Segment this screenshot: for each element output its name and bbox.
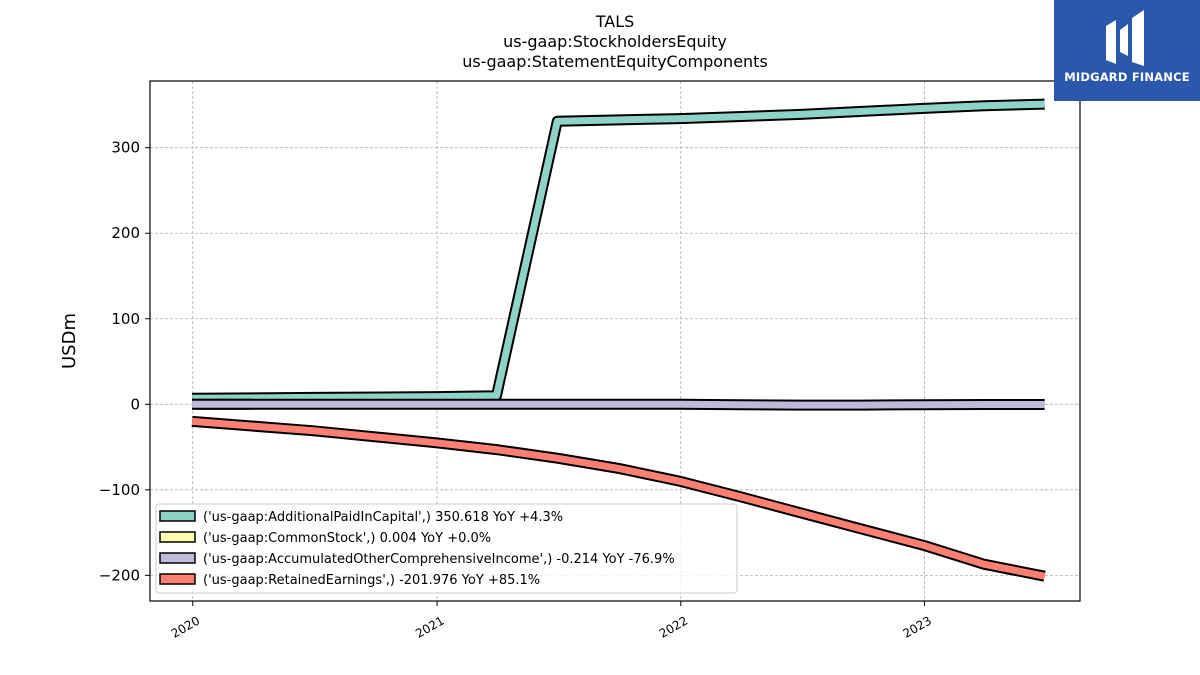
x-tick-label: 2022 bbox=[657, 613, 690, 640]
x-tick-label: 2020 bbox=[169, 613, 202, 640]
plot-frame bbox=[149, 80, 1081, 602]
chart-title: TALSus-gaap:StockholdersEquityus-gaap:St… bbox=[462, 12, 768, 71]
x-axis: 2020 2021 2022 2023 bbox=[169, 601, 934, 641]
series-line bbox=[192, 400, 1045, 409]
legend-swatch bbox=[159, 552, 196, 564]
x-tick-label: 2021 bbox=[413, 613, 446, 640]
y-tick-label: −200 bbox=[99, 566, 140, 584]
y-tick-label: 0 bbox=[130, 395, 140, 413]
plot-series bbox=[191, 98, 1046, 582]
midgard-finance-logo: MIDGARD FINANCE bbox=[1054, 0, 1200, 101]
legend-entry-label: ('us-gaap:CommonStock',) 0.004 YoY +0.0% bbox=[203, 531, 491, 546]
legend: ('us-gaap:AdditionalPaidInCapital',) 350… bbox=[155, 503, 738, 594]
legend-entry-label: ('us-gaap:AdditionalPaidInCapital',) 350… bbox=[203, 510, 563, 525]
legend-box bbox=[155, 503, 738, 594]
y-tick-label: 100 bbox=[111, 310, 140, 328]
legend-swatch bbox=[159, 510, 196, 522]
legend-entry-label: ('us-gaap:RetainedEarnings',) -201.976 Y… bbox=[203, 573, 540, 588]
series-line bbox=[191, 417, 1046, 580]
legend-swatch bbox=[159, 573, 196, 585]
y-tick-label: 200 bbox=[111, 224, 140, 242]
chart-title-line: us-gaap:StatementEquityComponents bbox=[462, 52, 768, 71]
y-axis-label: USDm bbox=[59, 313, 80, 369]
y-tick-label: 300 bbox=[111, 139, 140, 157]
y-axis: 300 200 100 0 −100 −200 bbox=[99, 139, 150, 584]
logo-mark-icon bbox=[1106, 10, 1144, 66]
logo-text: MIDGARD FINANCE bbox=[1064, 70, 1190, 84]
series-line-outline bbox=[192, 98, 1045, 404]
y-tick-label: −100 bbox=[99, 481, 140, 499]
chart-title-line: TALS bbox=[595, 12, 635, 31]
legend-entry-label: ('us-gaap:AccumulatedOtherComprehensiveI… bbox=[203, 552, 675, 567]
chart-title-line: us-gaap:StockholdersEquity bbox=[503, 32, 727, 51]
series-line bbox=[192, 100, 1045, 402]
x-tick-label: 2023 bbox=[900, 613, 933, 640]
legend-swatch bbox=[159, 531, 196, 543]
